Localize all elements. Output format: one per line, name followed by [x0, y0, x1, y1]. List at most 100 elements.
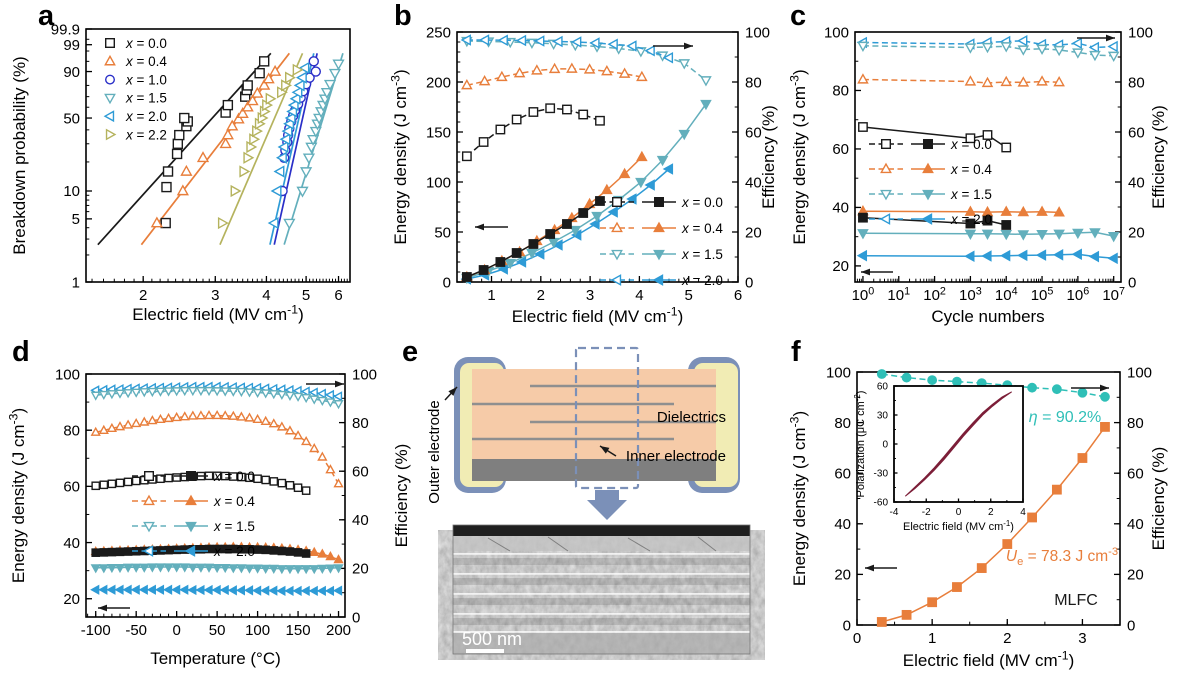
svg-text:Electric field (MV cm-1): Electric field (MV cm-1)	[512, 305, 683, 326]
panel-letter-b: b	[394, 0, 412, 32]
svg-text:Polarization (μC cm-2): Polarization (μC cm-2)	[853, 391, 867, 498]
svg-text:Efficiency (%): Efficiency (%)	[1149, 447, 1168, 551]
svg-text:Ue = 78.3 J cm-3: Ue = 78.3 J cm-3	[1006, 546, 1118, 568]
svg-text:Energy density (J cm-3): Energy density (J cm-3)	[788, 411, 809, 586]
svg-text:100: 100	[852, 285, 875, 304]
svg-text:100: 100	[245, 622, 270, 639]
svg-text:40: 40	[63, 535, 80, 552]
svg-text:101: 101	[887, 285, 910, 304]
svg-text:Dielectrics: Dielectrics	[657, 409, 726, 426]
svg-text:40: 40	[834, 516, 851, 533]
panel-f: 0 1 2 3 0 20 40 60 80 100 0 20 40 60 80 100 Efficiency (…	[785, 332, 1177, 678]
svg-text:20: 20	[834, 567, 851, 584]
svg-text:2: 2	[988, 507, 994, 518]
svg-text:Efficiency (%): Efficiency (%)	[392, 444, 411, 548]
svg-text:0: 0	[352, 609, 360, 626]
svg-text:Breakdown probability (%): Breakdown probability (%)	[10, 56, 29, 254]
svg-text:60: 60	[832, 141, 849, 158]
svg-text:80: 80	[1127, 415, 1144, 432]
svg-text:80: 80	[352, 415, 369, 432]
svg-text:0: 0	[745, 274, 753, 291]
svg-text:x = 0.0: x = 0.0	[125, 36, 167, 51]
svg-text:2: 2	[1003, 630, 1011, 647]
svg-text:Energy density (J cm-3): Energy density (J cm-3)	[788, 69, 809, 244]
svg-text:-2: -2	[922, 507, 931, 518]
svg-text:150: 150	[426, 124, 451, 141]
svg-text:0: 0	[843, 617, 851, 634]
svg-text:40: 40	[352, 512, 369, 529]
svg-text:60: 60	[877, 382, 889, 393]
svg-text:Efficiency (%): Efficiency (%)	[759, 105, 778, 209]
svg-text:-60: -60	[874, 498, 889, 509]
svg-text:x = 0.4: x = 0.4	[125, 54, 167, 69]
panel-letter-f: f	[791, 336, 801, 368]
svg-text:80: 80	[1128, 74, 1145, 91]
svg-text:100: 100	[1127, 364, 1152, 381]
svg-text:100: 100	[824, 24, 849, 41]
svg-text:106: 106	[1067, 285, 1090, 304]
svg-text:100: 100	[826, 364, 851, 381]
svg-text:x = 1.5: x = 1.5	[950, 187, 992, 202]
svg-text:x = 0.0: x = 0.0	[681, 195, 723, 210]
svg-text:x = 0.0: x = 0.0	[950, 137, 992, 152]
svg-text:20: 20	[745, 224, 762, 241]
svg-text:2: 2	[139, 287, 147, 304]
svg-text:107: 107	[1102, 285, 1125, 304]
svg-text:40: 40	[1128, 174, 1145, 191]
svg-text:60: 60	[745, 124, 762, 141]
svg-text:x = 1.5: x = 1.5	[125, 91, 167, 106]
svg-text:Efficiency (%): Efficiency (%)	[1149, 105, 1168, 209]
svg-text:Energy density (J cm-3): Energy density (J cm-3)	[7, 408, 28, 583]
svg-text:x = 0.4: x = 0.4	[950, 162, 992, 177]
panel-e: Dielectrics Inner electrode Outer electrod…	[398, 332, 785, 678]
svg-text:-100: -100	[81, 622, 111, 639]
svg-text:90: 90	[63, 64, 80, 81]
svg-text:60: 60	[1127, 465, 1144, 482]
svg-text:x = 2.2: x = 2.2	[125, 127, 167, 142]
svg-text:0: 0	[1127, 617, 1135, 634]
svg-text:80: 80	[745, 74, 762, 91]
panel-d-chart: -100 -50 0 50 100 150 200 20 40 60 80 100 0 20 40 60 80 1…	[7, 366, 411, 668]
svg-text:2: 2	[537, 287, 545, 304]
svg-text:Energy density (J cm-3): Energy density (J cm-3)	[389, 69, 410, 244]
svg-text:100: 100	[745, 24, 770, 41]
svg-text:60: 60	[834, 465, 851, 482]
svg-text:4: 4	[635, 287, 643, 304]
svg-text:500 nm: 500 nm	[462, 629, 522, 649]
panel-letter-d: d	[12, 336, 30, 368]
svg-text:3: 3	[211, 287, 219, 304]
svg-text:40: 40	[1127, 516, 1144, 533]
svg-text:250: 250	[426, 24, 451, 41]
svg-text:4: 4	[1020, 507, 1026, 518]
svg-text:5: 5	[72, 211, 80, 228]
svg-text:6: 6	[334, 287, 342, 304]
svg-text:103: 103	[959, 285, 982, 304]
svg-text:20: 20	[63, 591, 80, 608]
svg-text:1: 1	[72, 274, 80, 291]
svg-text:99: 99	[63, 37, 80, 54]
svg-text:Electric field (MV cm-1): Electric field (MV cm-1)	[132, 303, 303, 324]
svg-text:0: 0	[853, 630, 861, 647]
svg-text:x = 2.0: x = 2.0	[213, 544, 255, 559]
svg-text:20: 20	[1127, 567, 1144, 584]
svg-text:1: 1	[928, 630, 936, 647]
svg-text:0: 0	[882, 440, 888, 451]
svg-text:Cycle numbers: Cycle numbers	[931, 307, 1044, 326]
panel-b-chart: 1 2 3 4 5 6050100150200250020406080100Efficie…	[389, 24, 778, 326]
svg-text:1: 1	[487, 287, 495, 304]
svg-text:Electric field (MV cm-1): Electric field (MV cm-1)	[903, 519, 1014, 533]
svg-text:60: 60	[352, 463, 369, 480]
svg-text:x = 0.4: x = 0.4	[213, 494, 255, 509]
svg-text:200: 200	[426, 74, 451, 91]
panel-letter-c: c	[790, 0, 807, 32]
svg-text:MLFC: MLFC	[1054, 592, 1098, 609]
svg-text:x = 0.0: x = 0.0	[213, 469, 255, 484]
svg-text:x = 2.0: x = 2.0	[125, 109, 167, 124]
svg-text:η = 90.2%: η = 90.2%	[1029, 409, 1102, 426]
svg-text:80: 80	[832, 83, 849, 100]
svg-text:x = 1.5: x = 1.5	[213, 519, 255, 534]
svg-text:50: 50	[434, 224, 451, 241]
